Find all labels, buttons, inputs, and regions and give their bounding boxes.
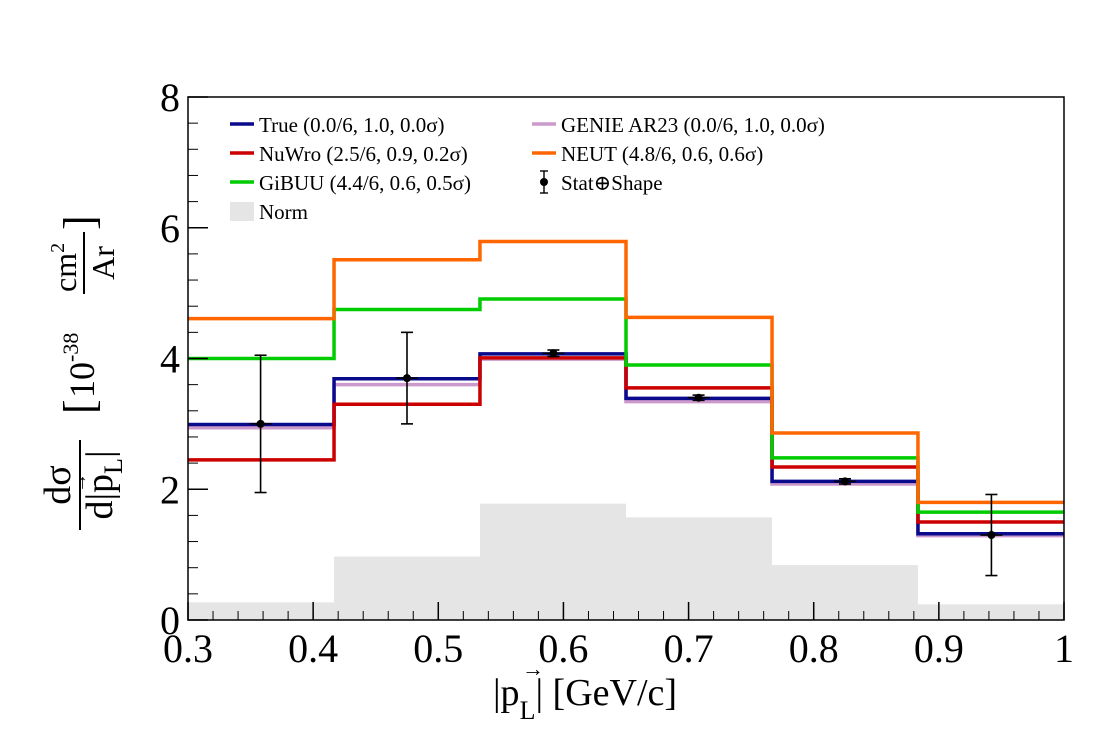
legend-label-3: NEUT (4.8/6, 0.6, 0.6σ): [561, 142, 763, 166]
legend-entry-2: NuWro (2.5/6, 0.9, 0.2σ): [230, 142, 468, 166]
legend-label-4: GiBUU (4.4/6, 0.6, 0.5σ): [259, 171, 471, 195]
y-title-bracket-open: [: [55, 399, 104, 414]
x-tick-label-1: 0.4: [288, 626, 338, 671]
svg-text:d|pL|: d|pL|: [79, 450, 128, 519]
series-layer: [188, 239, 1064, 538]
x-tick-label-4: 0.7: [664, 626, 714, 671]
data-point-0: [249, 354, 272, 494]
legend-entry-4: GiBUU (4.4/6, 0.6, 0.5σ): [230, 171, 471, 195]
y-title-unit-prefix: 10: [62, 362, 102, 398]
legend-label-1: GENIE AR23 (0.0/6, 1.0, 0.0σ): [561, 113, 825, 137]
svg-text:cm2: cm2: [47, 243, 83, 292]
data-point-3: [687, 393, 710, 402]
x-tick-label-5: 0.8: [789, 626, 839, 671]
legend: True (0.0/6, 1.0, 0.0σ) GENIE AR23 (0.0/6…: [230, 113, 825, 224]
y-title-unit-numerator-exponent: 2: [47, 243, 69, 253]
y-tick-label-0: 0: [160, 598, 180, 643]
x-tick-label-2: 0.5: [413, 626, 463, 671]
x-tick-label-6: 0.9: [914, 626, 964, 671]
norm-bar-1: [334, 556, 480, 620]
legend-entry-3: NEUT (4.8/6, 0.6, 0.6σ): [532, 142, 763, 166]
x-title-suffix: | [GeV/c]: [535, 672, 677, 714]
data-point-5: [980, 493, 1003, 577]
x-tick-label-0: 0.3: [163, 626, 213, 671]
x-tick-label-7: 1: [1054, 626, 1074, 671]
series-line-nuwro: [188, 356, 1064, 524]
svg-text:|pL| [GeV/c]: |pL| [GeV/c]: [493, 672, 677, 725]
norm-band-layer: [188, 503, 1064, 620]
x-axis-title: |pL| [GeV/c] →: [493, 656, 677, 725]
legend-entry-0: True (0.0/6, 1.0, 0.0σ): [230, 113, 445, 137]
axis-ticks-layer: 0.3 0.4 0.5 0.6 0.7 0.8 0.9 1 0 2 4 6 8: [160, 75, 1074, 671]
y-title-unit-denominator: Ar: [85, 246, 121, 280]
x-title-prefix: |p: [493, 672, 520, 714]
norm-bar-5: [917, 604, 1064, 620]
y-tick-label-4: 8: [160, 75, 180, 120]
legend-entry-5: Stat⊕Shape: [540, 170, 663, 195]
series-line-neut: [188, 239, 1064, 505]
legend-label-2: NuWro (2.5/6, 0.9, 0.2σ): [259, 142, 468, 166]
x-title-arrow: →: [522, 656, 544, 681]
norm-bar-0: [188, 602, 335, 620]
legend-label-6: Norm: [259, 200, 308, 224]
legend-entry-1: GENIE AR23 (0.0/6, 1.0, 0.0σ): [532, 113, 825, 137]
svg-text:10-38: 10-38: [58, 333, 102, 398]
y-axis-title: dσ d|pL| → [ 10-38 cm2 Ar ]: [37, 215, 128, 530]
y-title-bracket-close: ]: [55, 215, 104, 230]
legend-label-0: True (0.0/6, 1.0, 0.0σ): [259, 113, 445, 137]
legend-label-5: Stat⊕Shape: [561, 171, 663, 195]
norm-bar-3: [626, 517, 773, 620]
y-title-denominator-prefix: d|p: [79, 474, 121, 520]
y-title-denominator-subscript: L: [99, 458, 128, 474]
data-point-4: [834, 477, 856, 486]
y-tick-label-1: 2: [160, 467, 180, 512]
y-tick-label-3: 6: [160, 206, 180, 251]
y-title-unit-exponent: -38: [58, 333, 83, 362]
series-line-gibuu: [188, 297, 1064, 514]
y-tick-label-2: 4: [160, 337, 180, 382]
y-title-unit-numerator: cm: [47, 253, 83, 292]
y-title-denominator-arrow: →: [69, 473, 91, 493]
data-points-layer: [249, 331, 1003, 577]
y-title-numerator: dσ: [37, 465, 79, 504]
legend-entry-6: Norm: [230, 200, 308, 224]
norm-bar-2: [479, 503, 626, 620]
data-point-1: [396, 331, 418, 425]
x-tick-label-3: 0.6: [538, 626, 588, 671]
norm-bar-4: [772, 565, 918, 620]
y-title-denominator-suffix: |: [79, 450, 121, 458]
data-point-2: [542, 349, 565, 358]
x-title-subscript: L: [520, 696, 536, 725]
